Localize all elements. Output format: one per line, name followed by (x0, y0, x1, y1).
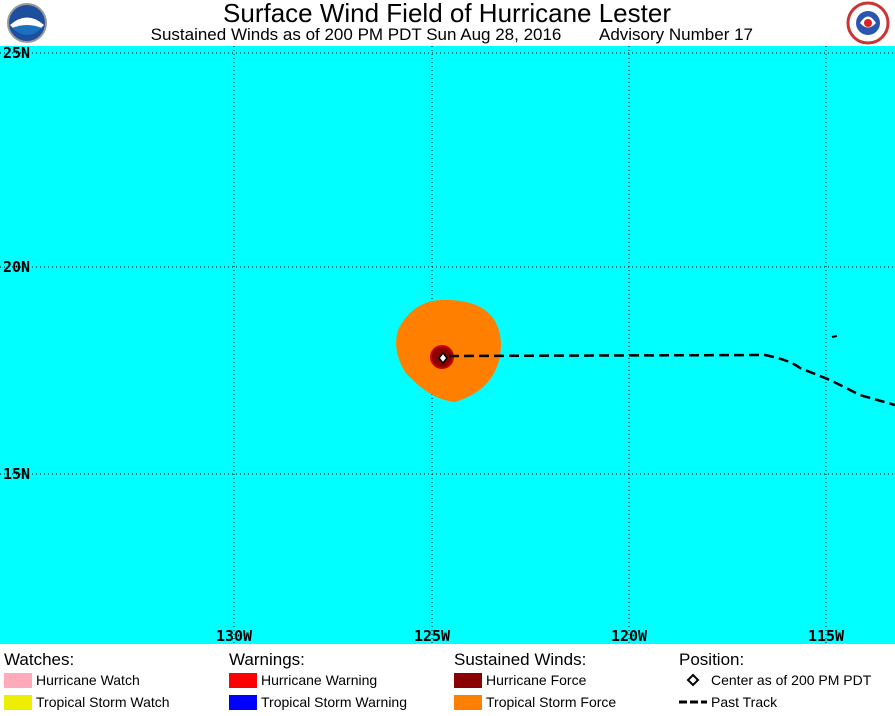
center-marker (438, 351, 448, 365)
legend-title: Position: (679, 650, 744, 669)
lon-label: 130W (216, 627, 253, 645)
nws-logo (846, 1, 890, 45)
title: Surface Wind Field of Hurricane Lester (223, 0, 671, 28)
legend-center-icon (686, 673, 700, 687)
track-fragment (831, 335, 838, 338)
legend-swatch (4, 673, 32, 688)
legend-item: Center as of 200 PM PDT (711, 672, 872, 688)
lon-label: 120W (611, 627, 648, 645)
legend-swatch (229, 673, 257, 688)
past-track (448, 353, 895, 407)
legend: Watches: Hurricane Watch Tropical Storm Wa… (4, 650, 872, 710)
lon-label: 115W (808, 627, 845, 645)
legend-item: Hurricane Watch (36, 672, 140, 688)
legend-item: Hurricane Warning (261, 672, 377, 688)
advisory: Advisory Number 17 (599, 25, 753, 44)
legend-swatch (229, 695, 257, 710)
lat-label: 15N (3, 465, 30, 483)
lon-label: 125W (414, 627, 451, 645)
lat-labels: 25N 20N 15N (3, 44, 30, 483)
lat-label: 25N (3, 44, 30, 62)
legend-swatch (454, 695, 482, 710)
legend-title: Watches: (4, 650, 74, 669)
noaa-logo (7, 3, 47, 43)
lon-labels: 130W 125W 120W 115W (216, 627, 845, 645)
legend-item: Hurricane Force (486, 672, 587, 688)
lat-label: 20N (3, 258, 30, 276)
legend-swatch (454, 673, 482, 688)
legend-item: Tropical Storm Watch (36, 694, 170, 710)
legend-title: Sustained Winds: (454, 650, 586, 669)
legend-swatch (4, 695, 32, 710)
legend-title: Warnings: (229, 650, 305, 669)
subtitle: Sustained Winds as of 200 PM PDT Sun Aug… (151, 25, 562, 44)
legend-item: Past Track (711, 694, 778, 710)
legend-item: Tropical Storm Warning (261, 694, 407, 710)
legend-item: Tropical Storm Force (486, 694, 616, 710)
